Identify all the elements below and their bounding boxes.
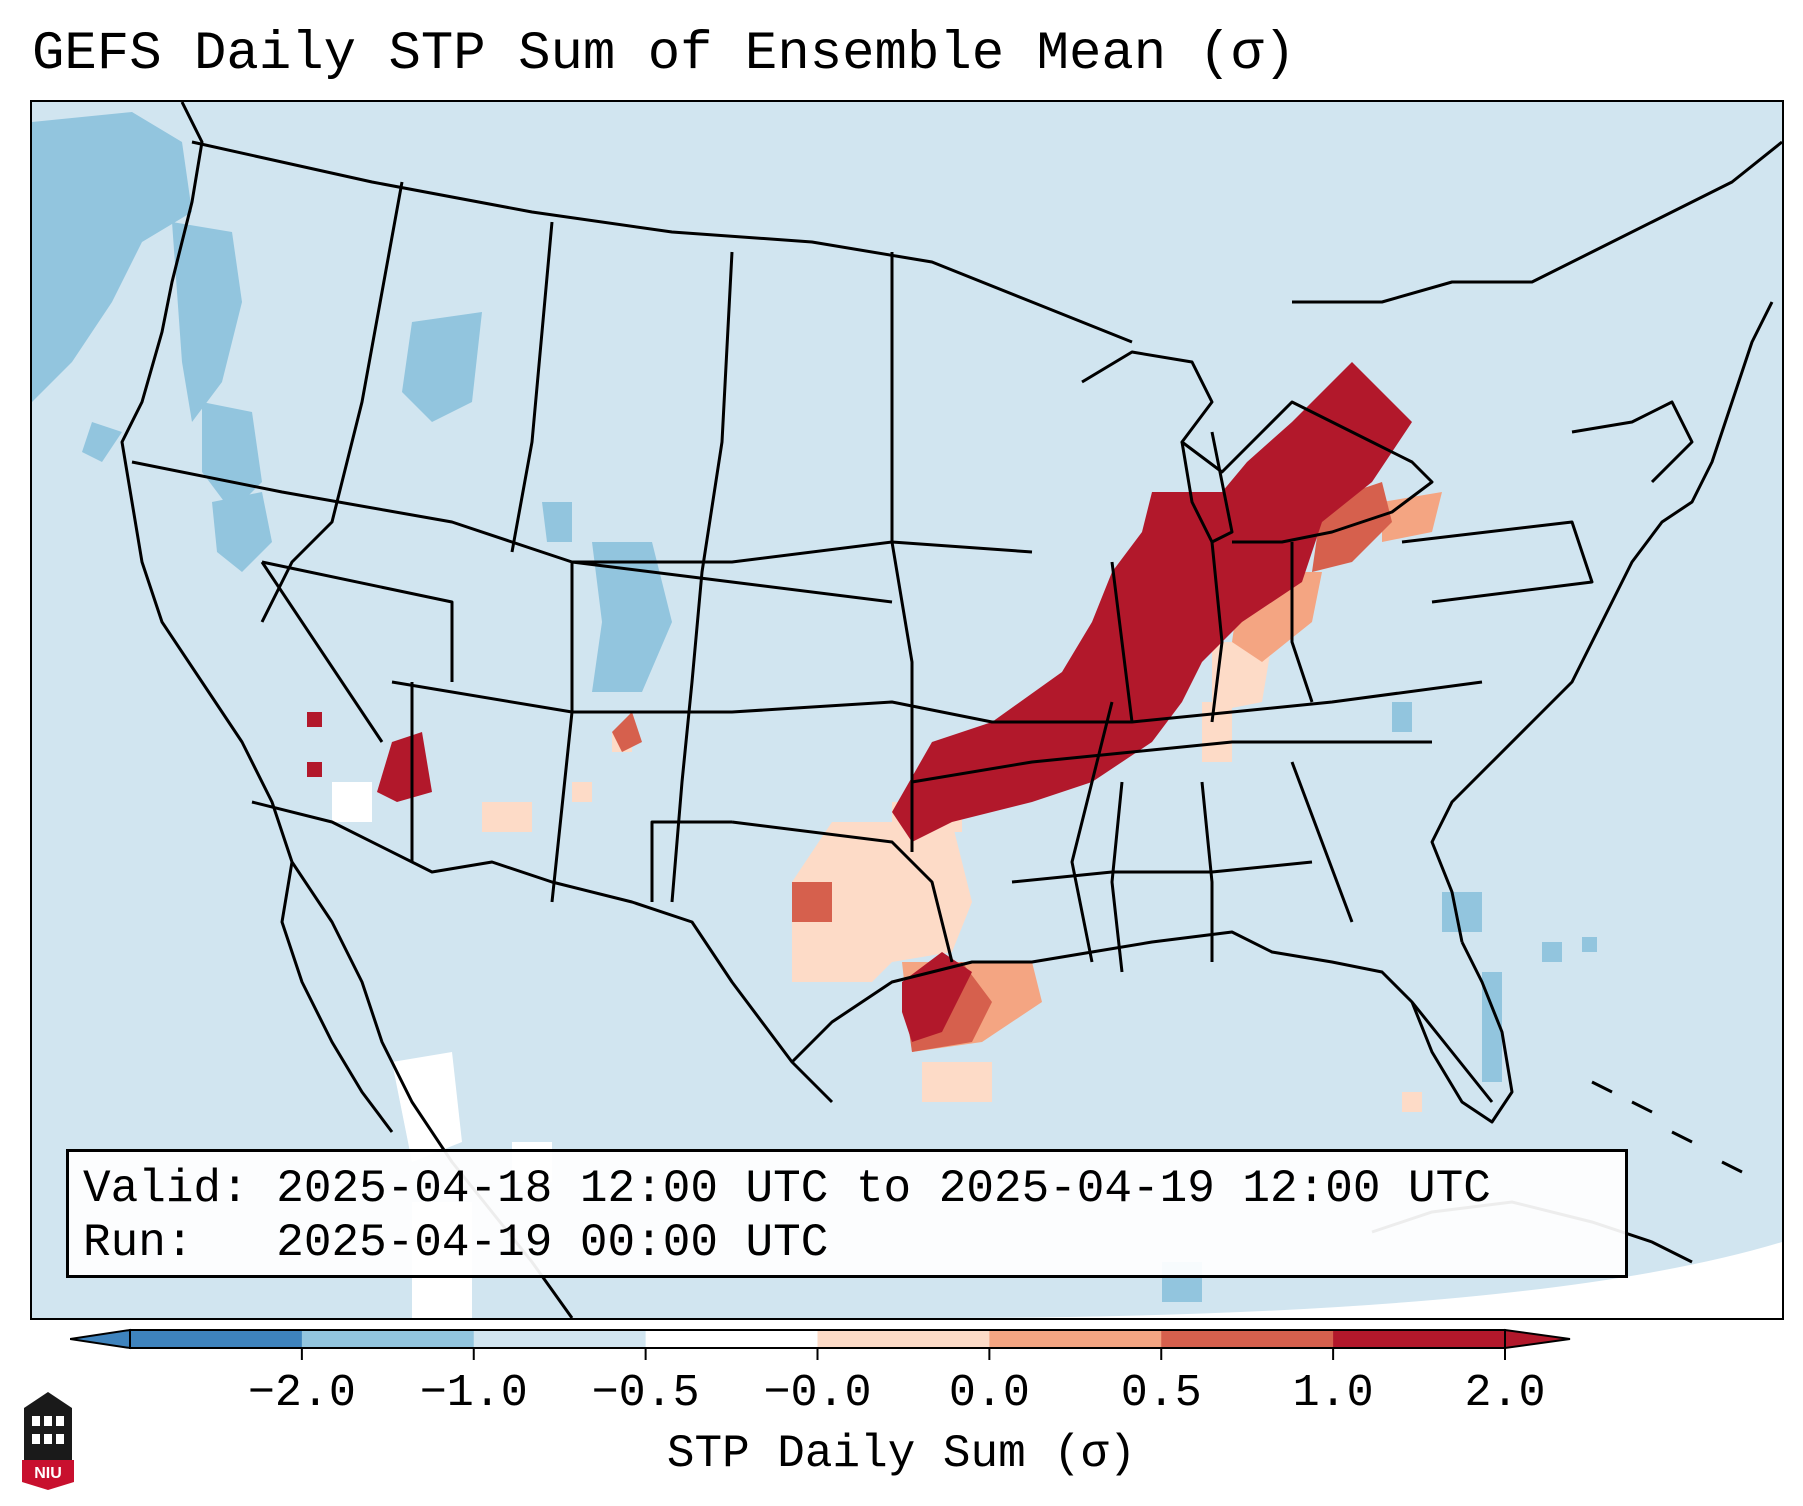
gulf-light-area-2	[1402, 1092, 1422, 1112]
state-line-pennsylvania	[1401, 520, 1594, 604]
mexico-white-area	[392, 1052, 462, 1162]
state-line-southeast-3	[1290, 761, 1354, 923]
colorbar-tick-label: −1.0	[419, 1368, 528, 1419]
colorbar-tick-label: −0.0	[763, 1368, 872, 1419]
baja-white-area	[332, 782, 372, 822]
state-line-texas	[650, 820, 954, 963]
colorbar-segment	[645, 1330, 818, 1348]
arizona-maximum-area-3	[307, 762, 322, 777]
run-value: 2025-04-19 00:00 UTC	[276, 1217, 829, 1269]
colorbar-segment	[817, 1330, 990, 1348]
state-line-west-interior	[261, 560, 454, 682]
colorbar-segment	[1333, 1330, 1506, 1348]
colorbar-segment	[1161, 1330, 1334, 1348]
state-line-horizontal-4	[911, 740, 1432, 784]
arizona-light-area	[482, 802, 532, 832]
indiana-light-area	[1212, 642, 1272, 712]
colorbar-title: STP Daily Sum (σ)	[666, 1428, 1137, 1480]
colorbar-tick-label: 1.0	[1292, 1368, 1374, 1419]
colorbar-tick-label: 2.0	[1464, 1368, 1546, 1419]
state-line-ohio	[1290, 542, 1314, 703]
state-line-horizontal-5	[1011, 860, 1313, 884]
colorbar-segment	[301, 1330, 475, 1348]
arizona-maximum-area	[377, 732, 432, 802]
lake-michigan	[1180, 431, 1234, 544]
atlantic-blue-area-1	[1542, 942, 1562, 962]
valid-label: Valid:	[83, 1163, 249, 1215]
niu-logo-icon: NIU	[22, 1392, 74, 1490]
state-line-nevada	[260, 561, 384, 743]
pacific-coastline	[120, 102, 574, 1318]
colorbar	[70, 1328, 1571, 1360]
colorbar-tick-label: 0.5	[1120, 1368, 1202, 1419]
carolina-coast-blue-area	[1442, 892, 1482, 932]
baja-california	[280, 861, 394, 1133]
state-line-southeast-2	[1200, 781, 1214, 962]
colorbar-segment	[130, 1330, 303, 1348]
nevada-north-blue-area	[212, 492, 272, 572]
colorbar-tick-label: −2.0	[247, 1368, 356, 1419]
washington-blue-area	[172, 222, 242, 422]
idaho-blue-area	[402, 312, 482, 422]
map-canvas	[32, 102, 1782, 1318]
us-canada-border-east	[1292, 140, 1782, 304]
map-panel[interactable]	[30, 100, 1784, 1320]
atlantic-coastline	[1430, 301, 1774, 943]
state-line-plains	[890, 252, 914, 852]
valid-value: 2025-04-18 12:00 UTC to 2025-04-19 12:00…	[276, 1163, 1491, 1215]
us-mexico-border	[251, 800, 834, 1104]
colorbar-tick-label: 0.0	[948, 1368, 1030, 1419]
valid-run-info-box: Valid: 2025-04-18 12:00 UTC to 2025-04-1…	[66, 1149, 1628, 1278]
state-line-southeast-1	[1110, 781, 1124, 973]
map-title: GEFS Daily STP Sum of Ensemble Mean (σ)	[32, 24, 1296, 85]
bahamas-outline	[1591, 1080, 1743, 1174]
colorbar-extend-low	[70, 1328, 131, 1350]
colorbar-segment	[473, 1330, 647, 1348]
state-line-rockies-2	[510, 221, 554, 553]
run-line: Run: 2025-04-19 00:00 UTC	[83, 1216, 1611, 1270]
central-texas-light-area	[792, 822, 972, 982]
run-label: Run:	[83, 1217, 194, 1269]
state-line-rockies-1	[260, 181, 404, 623]
kentucky-light-area	[1202, 702, 1232, 762]
arizona-maximum-area-2	[307, 712, 322, 727]
texas-panhandle-strong-area	[792, 882, 832, 922]
state-line-horizontal-2	[391, 680, 1483, 724]
wyoming-blue-area	[542, 502, 572, 542]
appalachian-blue-area	[1392, 702, 1412, 732]
state-line-mississippi-river	[1070, 701, 1114, 963]
state-line-indiana	[1210, 541, 1224, 723]
light-positive-areas	[482, 642, 1422, 1112]
florida-peninsula	[1410, 941, 1514, 1124]
gulf-coastline	[790, 930, 1494, 1103]
new-mexico-strong-area	[612, 712, 642, 752]
state-line-rockies-3	[670, 251, 734, 903]
colorbar-extend-high	[1504, 1328, 1571, 1350]
colorado-blue-area	[592, 542, 672, 692]
svg-text:NIU: NIU	[34, 1465, 62, 1482]
us-canada-border-west	[191, 140, 1133, 344]
colorbar-tick-label: −0.5	[591, 1368, 700, 1419]
new-mexico-light-area	[572, 782, 592, 802]
pennsylvania-medium-area	[1382, 492, 1442, 542]
state-line-new-england	[1571, 400, 1694, 484]
state-line-four-corners	[410, 562, 574, 903]
florida-blue-area	[1482, 972, 1502, 1082]
atlantic-blue-area-2	[1582, 937, 1597, 952]
pacific-northwest-blue-area	[32, 112, 192, 402]
map-background	[32, 102, 1782, 1318]
political-boundaries	[120, 102, 1782, 1318]
state-line-horizontal-3	[572, 540, 1033, 564]
state-line-ohio-valley	[1110, 561, 1134, 723]
state-line-horizontal-1	[131, 460, 893, 604]
gulf-light-area	[922, 1062, 992, 1102]
california-coast-blue-area	[82, 422, 122, 462]
colorbar-segment	[989, 1330, 1162, 1348]
valid-line: Valid: 2025-04-18 12:00 UTC to 2025-04-1…	[83, 1162, 1611, 1216]
great-lakes-outline	[1081, 350, 1434, 544]
